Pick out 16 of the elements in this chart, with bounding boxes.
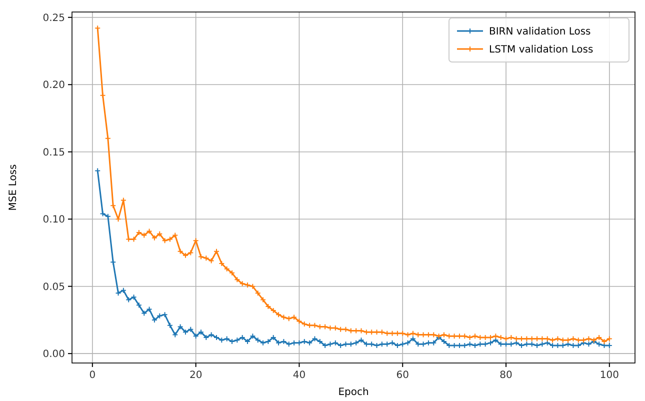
- y-tick-label: 0.25: [42, 12, 65, 24]
- y-axis-title: MSE Loss: [8, 164, 19, 211]
- legend-label: LSTM validation Loss: [489, 44, 594, 56]
- y-tick-label: 0.20: [42, 80, 65, 92]
- y-tick-label: 0.15: [42, 147, 65, 158]
- y-tick-label: 0.10: [42, 214, 65, 226]
- x-tick-label: 40: [292, 370, 306, 381]
- x-tick-label: 0: [89, 370, 96, 381]
- x-tick-label: 20: [189, 370, 202, 381]
- x-tick-label: 60: [396, 370, 409, 381]
- x-tick-label: 80: [500, 370, 512, 381]
- y-tick-label: 0.00: [42, 349, 65, 360]
- y-tick-label: 0.05: [42, 282, 65, 293]
- legend-label: BIRN validation Loss: [489, 26, 591, 38]
- x-axis-title: Epoch: [338, 387, 369, 398]
- x-tick-label: 100: [600, 370, 619, 381]
